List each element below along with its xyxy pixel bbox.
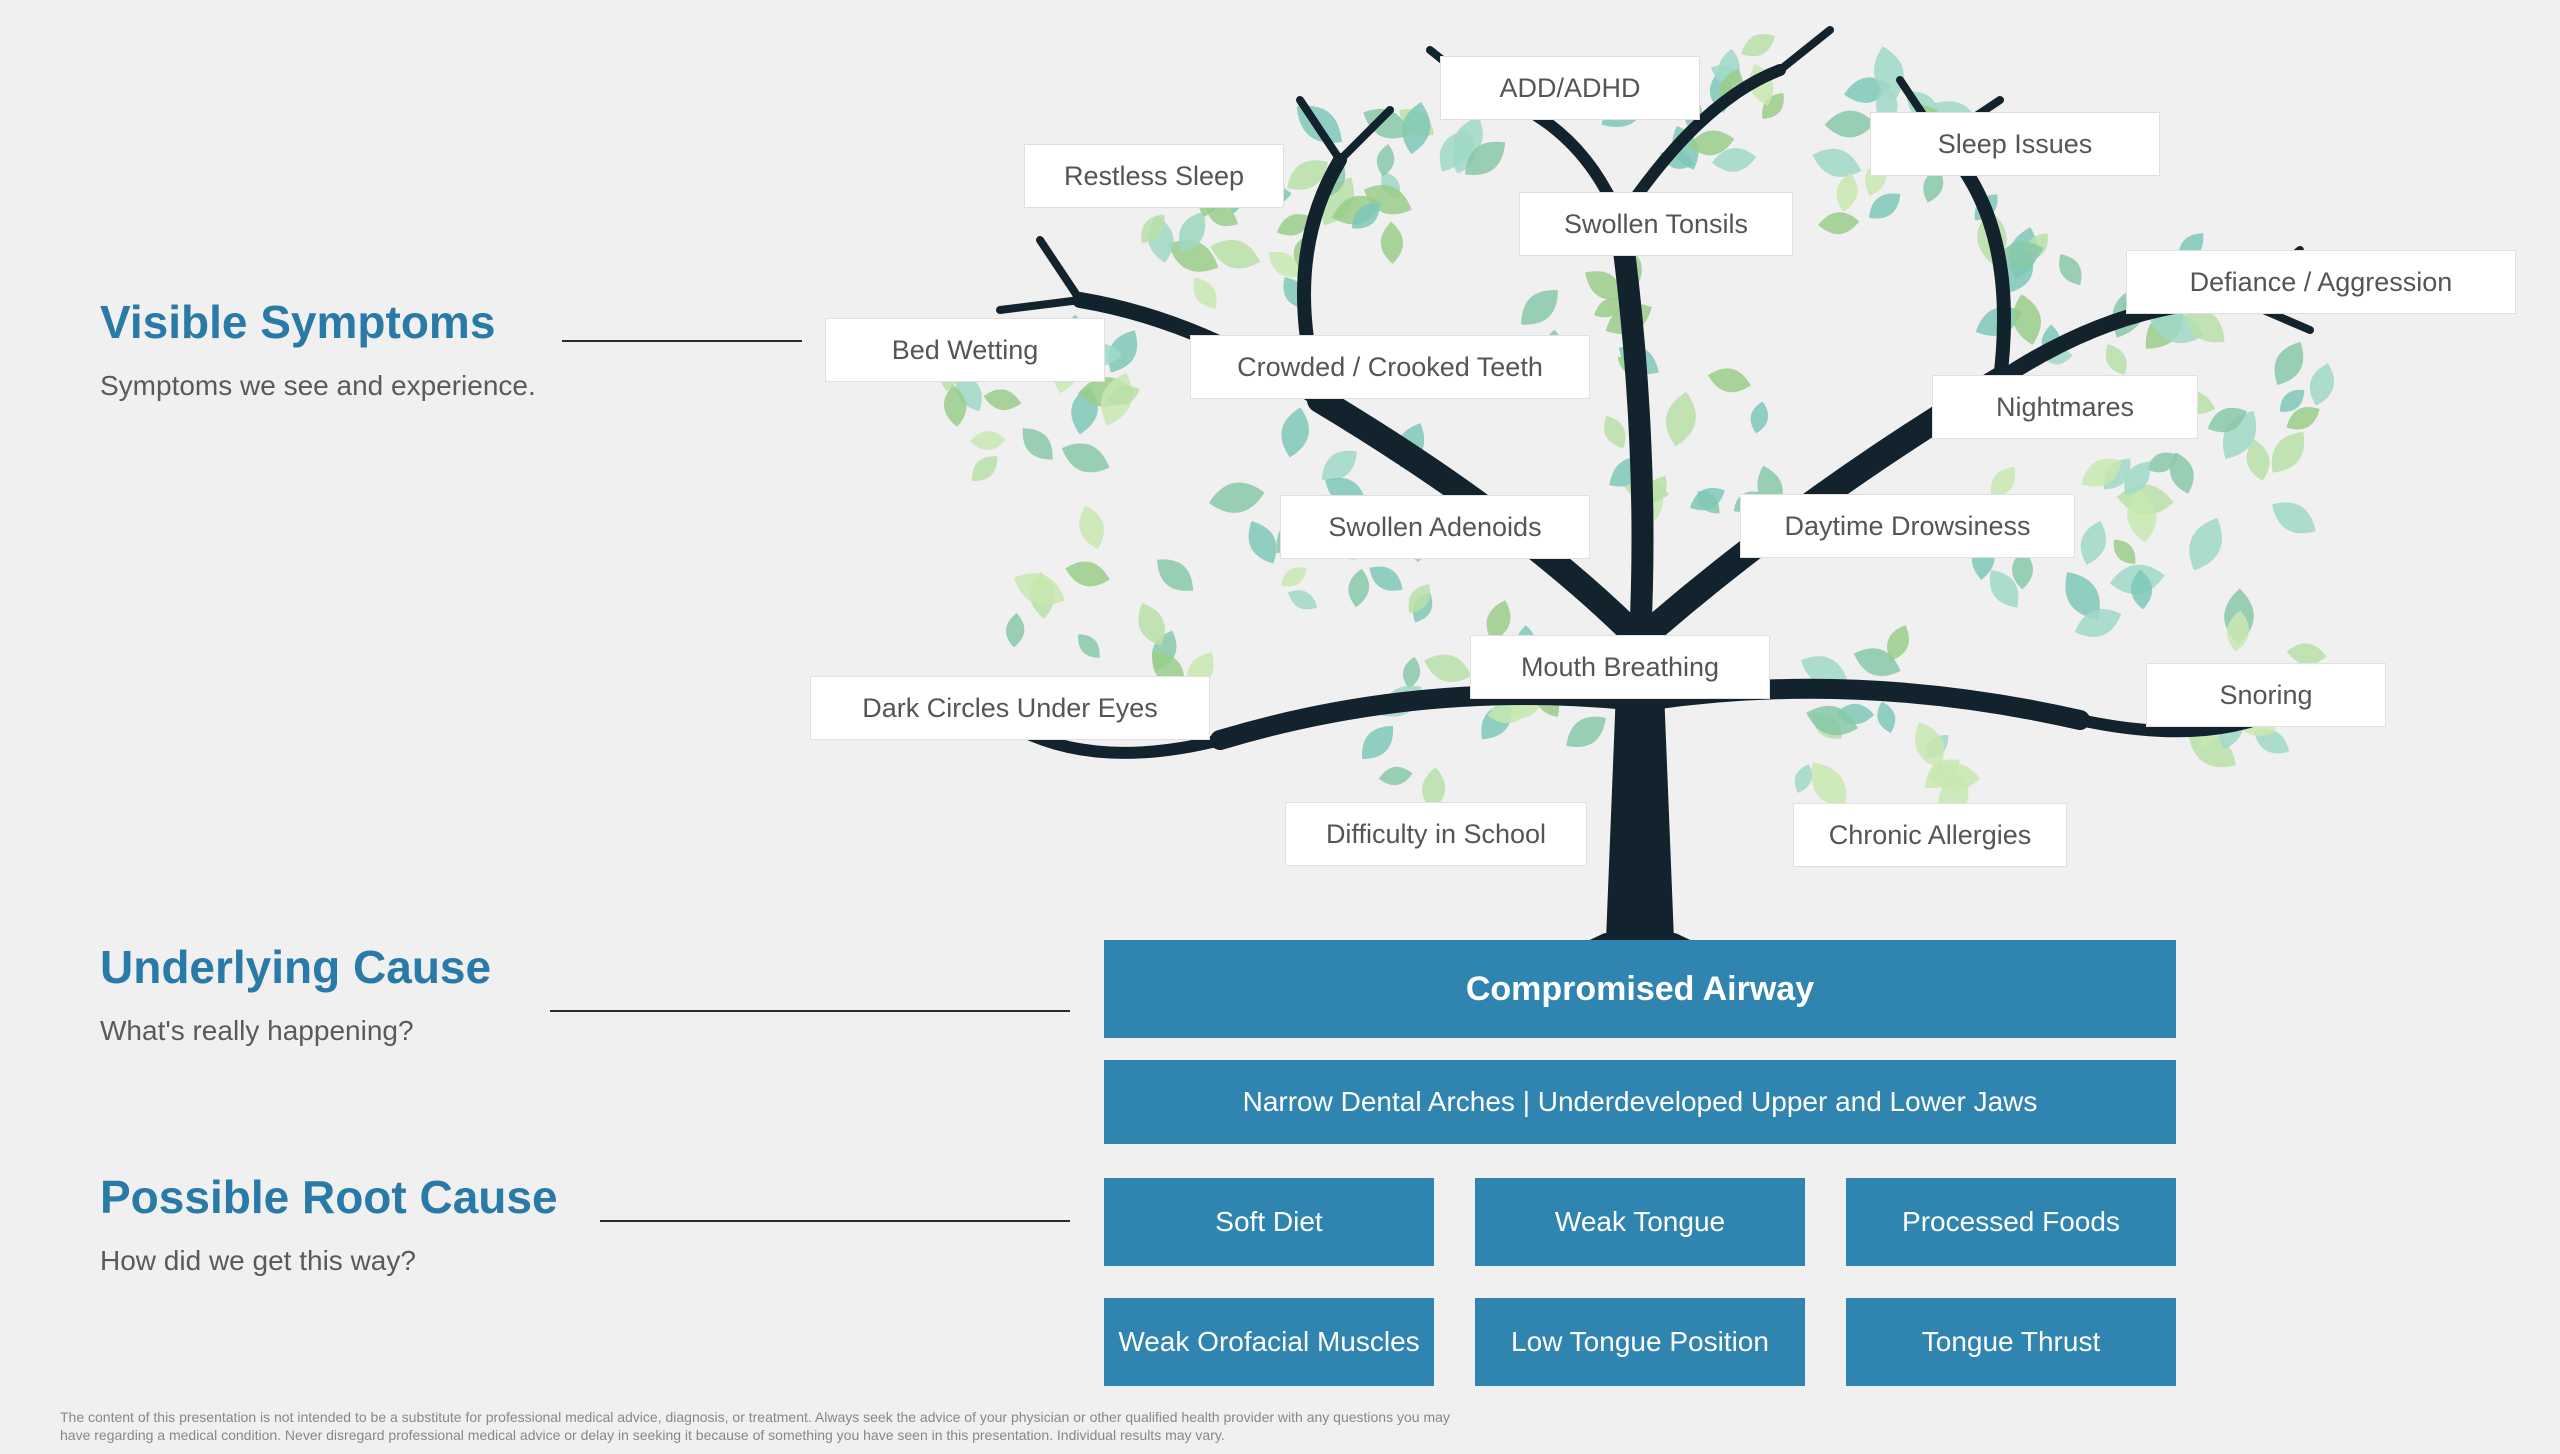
symptom-box: Crowded / Crooked Teeth — [1190, 335, 1590, 399]
symptom-box: Daytime Drowsiness — [1740, 494, 2075, 558]
symptom-box: Restless Sleep — [1024, 144, 1284, 208]
possible-root-cause-subtitle: How did we get this way? — [100, 1245, 416, 1277]
symptom-box: Swollen Tonsils — [1519, 192, 1793, 256]
symptom-box: Dark Circles Under Eyes — [810, 676, 1210, 740]
underlying-cause-subtitle: What's really happening? — [100, 1015, 414, 1047]
symptom-box: Nightmares — [1932, 375, 2198, 439]
possible-root-cause-line — [600, 1220, 1070, 1222]
visible-symptoms-title: Visible Symptoms — [100, 295, 495, 349]
cause-box: Soft Diet — [1104, 1178, 1434, 1266]
visible-symptoms-subtitle: Symptoms we see and experience. — [100, 370, 536, 402]
cause-box: Processed Foods — [1846, 1178, 2176, 1266]
cause-box: Tongue Thrust — [1846, 1298, 2176, 1386]
symptom-box: Chronic Allergies — [1793, 803, 2067, 867]
symptom-box: Swollen Adenoids — [1280, 495, 1590, 559]
cause-box: Low Tongue Position — [1475, 1298, 1805, 1386]
possible-root-cause-title: Possible Root Cause — [100, 1170, 558, 1224]
disclaimer-text: The content of this presentation is not … — [60, 1408, 1460, 1444]
symptom-box: Defiance / Aggression — [2126, 250, 2516, 314]
underlying-cause-title: Underlying Cause — [100, 940, 491, 994]
symptom-box: Sleep Issues — [1870, 112, 2160, 176]
underlying-cause-line — [550, 1010, 1070, 1012]
cause-box: Narrow Dental Arches | Underdeveloped Up… — [1104, 1060, 2176, 1144]
symptom-box: Difficulty in School — [1285, 802, 1587, 866]
symptom-box: ADD/ADHD — [1440, 56, 1700, 120]
cause-box: Compromised Airway — [1104, 940, 2176, 1038]
symptom-box: Bed Wetting — [825, 318, 1105, 382]
cause-box: Weak Tongue — [1475, 1178, 1805, 1266]
symptom-box: Snoring — [2146, 663, 2386, 727]
visible-symptoms-line — [562, 340, 802, 342]
cause-box: Weak Orofacial Muscles — [1104, 1298, 1434, 1386]
diagram-canvas: Visible Symptoms Symptoms we see and exp… — [0, 0, 2560, 1454]
symptom-box: Mouth Breathing — [1470, 635, 1770, 699]
